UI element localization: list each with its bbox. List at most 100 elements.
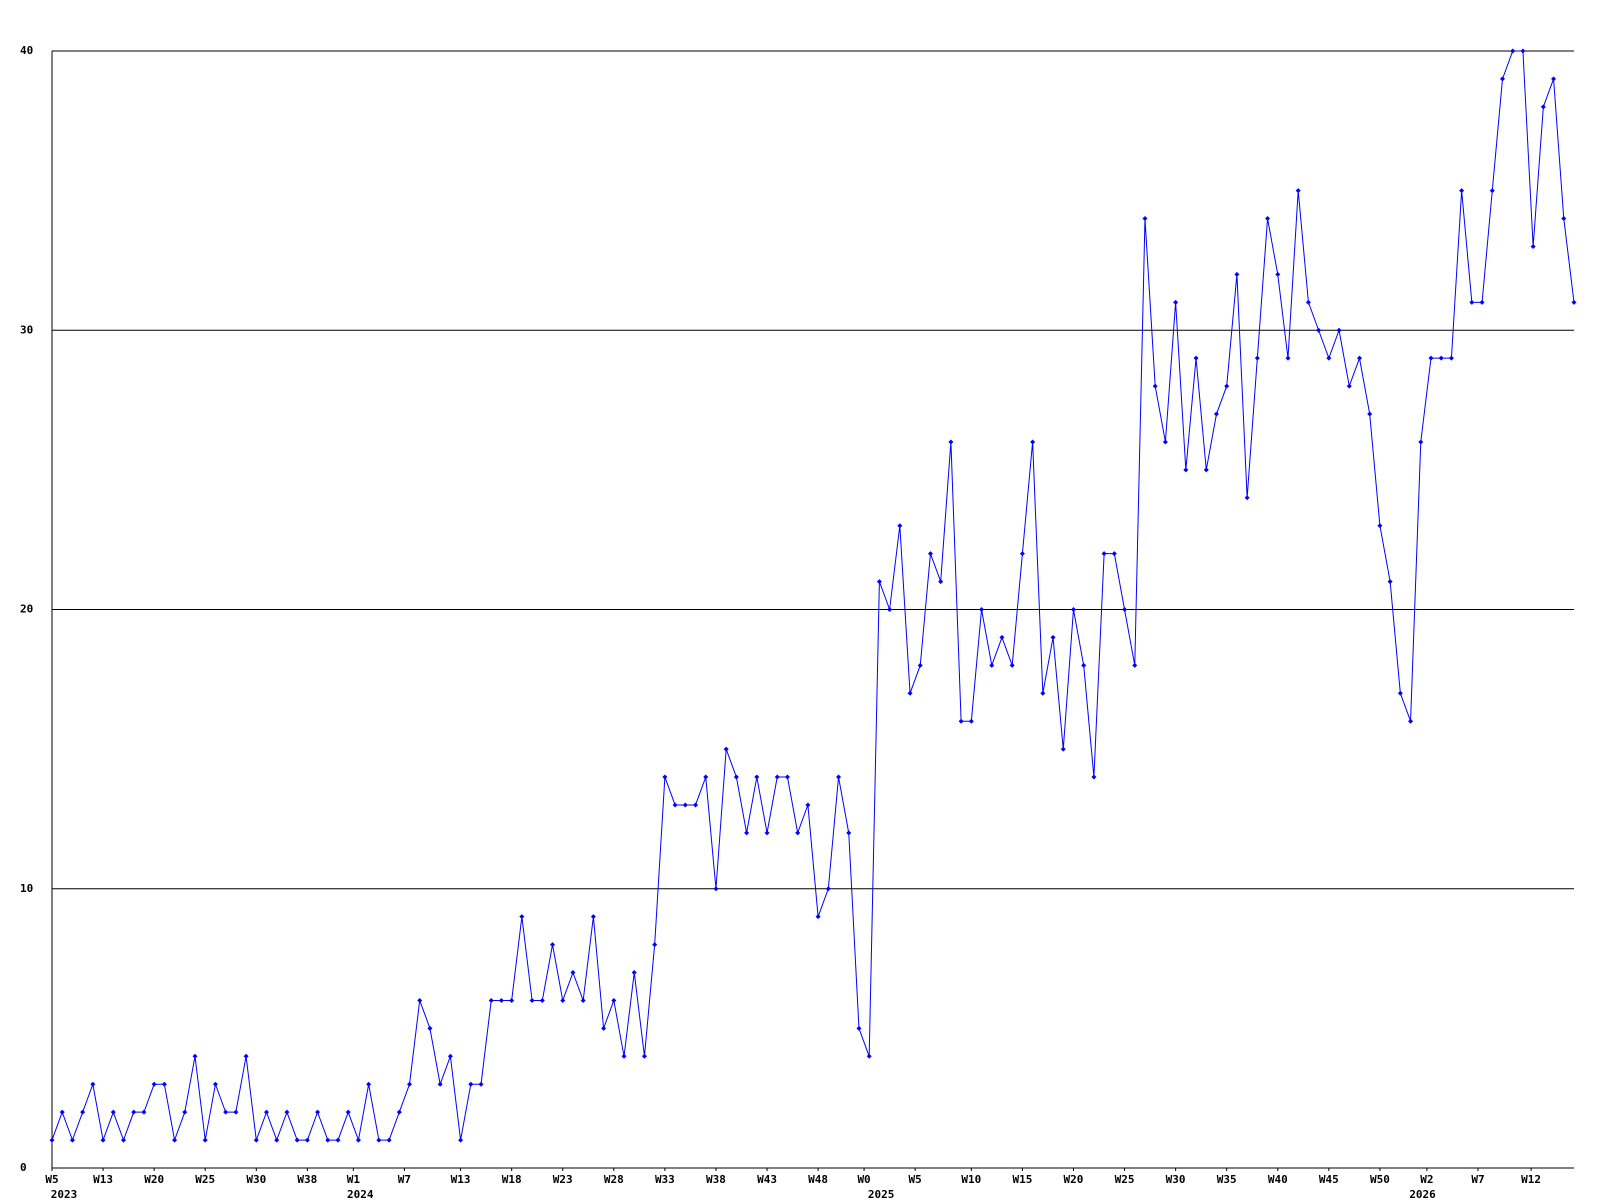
point <box>968 718 974 724</box>
x-tick-label: W5 <box>45 1173 58 1186</box>
point <box>192 1053 198 1059</box>
point <box>1367 411 1373 417</box>
x-tick-label: W0 <box>857 1173 870 1186</box>
point <box>590 914 596 920</box>
point <box>948 439 954 445</box>
year-label: 2026 <box>1409 1188 1436 1200</box>
point <box>1326 355 1332 361</box>
point <box>1561 216 1567 222</box>
point <box>366 1081 372 1087</box>
point <box>917 662 923 668</box>
point <box>570 970 576 976</box>
point <box>1224 383 1230 389</box>
point <box>1316 327 1322 333</box>
x-tick-label: W25 <box>195 1173 215 1186</box>
point <box>1377 523 1383 529</box>
x-tick-label: W20 <box>144 1173 164 1186</box>
point <box>468 1081 474 1087</box>
point <box>274 1137 280 1143</box>
x-tick-label: W38 <box>706 1173 726 1186</box>
point <box>1305 299 1311 305</box>
point <box>662 774 668 780</box>
point <box>1070 607 1076 612</box>
point <box>539 997 545 1003</box>
point <box>631 970 637 976</box>
point <box>294 1137 300 1143</box>
point <box>1571 299 1577 305</box>
point <box>1387 579 1393 585</box>
point <box>407 1081 413 1087</box>
x-tick-label: W2 <box>1420 1173 1433 1186</box>
point <box>1551 76 1557 82</box>
point <box>795 830 801 836</box>
point <box>1418 439 1424 445</box>
point <box>233 1109 239 1115</box>
point <box>417 997 423 1003</box>
x-tick-label: W18 <box>502 1173 522 1186</box>
x-tick-label: W20 <box>1064 1173 1084 1186</box>
point <box>172 1137 178 1143</box>
point <box>979 607 985 612</box>
point <box>1183 467 1189 473</box>
point <box>100 1137 106 1143</box>
point <box>1030 439 1036 445</box>
point <box>805 802 811 808</box>
point <box>1111 551 1117 557</box>
x-tick-label: W12 <box>1521 1173 1541 1186</box>
point <box>825 886 831 892</box>
point <box>1275 271 1281 277</box>
point <box>601 1025 607 1031</box>
point <box>1173 299 1179 305</box>
x-tick-label: W40 <box>1268 1173 1288 1186</box>
point <box>560 997 566 1003</box>
point <box>447 1053 453 1059</box>
point <box>529 997 535 1003</box>
point <box>764 830 770 836</box>
y-tick-label: 0 <box>20 1161 27 1174</box>
point <box>509 997 515 1003</box>
point <box>1285 355 1291 361</box>
x-tick-label: W45 <box>1319 1173 1339 1186</box>
point <box>478 1081 484 1087</box>
x-tick-label: W30 <box>1166 1173 1186 1186</box>
point <box>1448 355 1454 361</box>
point <box>1009 662 1015 668</box>
point <box>182 1109 188 1115</box>
point <box>723 746 729 752</box>
point <box>652 942 658 948</box>
point <box>1520 48 1526 54</box>
point <box>1142 216 1148 222</box>
point <box>1081 662 1087 668</box>
point <box>693 802 699 808</box>
point <box>866 1053 872 1059</box>
point <box>682 802 688 808</box>
point <box>325 1137 331 1143</box>
x-tick-label: W35 <box>1217 1173 1237 1186</box>
point <box>1408 718 1414 724</box>
point <box>754 774 760 780</box>
point <box>744 830 750 836</box>
y-tick-label: 10 <box>20 882 33 895</box>
point <box>131 1109 137 1115</box>
point <box>264 1109 270 1115</box>
x-tick-label: W7 <box>398 1173 411 1186</box>
point <box>1050 634 1056 640</box>
x-tick-label: W48 <box>808 1173 828 1186</box>
x-tick-label: W10 <box>961 1173 981 1186</box>
point <box>284 1109 290 1115</box>
y-tick-label: 20 <box>20 603 33 616</box>
x-tick-label: W50 <box>1370 1173 1390 1186</box>
year-label: 2023 <box>51 1188 78 1200</box>
point <box>621 1053 627 1059</box>
point <box>580 997 586 1003</box>
point <box>1346 383 1352 389</box>
point <box>110 1109 116 1115</box>
point <box>774 774 780 780</box>
point <box>304 1137 310 1143</box>
point <box>836 774 842 780</box>
x-tick-label: W23 <box>553 1173 573 1186</box>
point <box>212 1081 218 1087</box>
point <box>151 1081 157 1087</box>
point <box>519 914 525 920</box>
point <box>1295 188 1301 194</box>
